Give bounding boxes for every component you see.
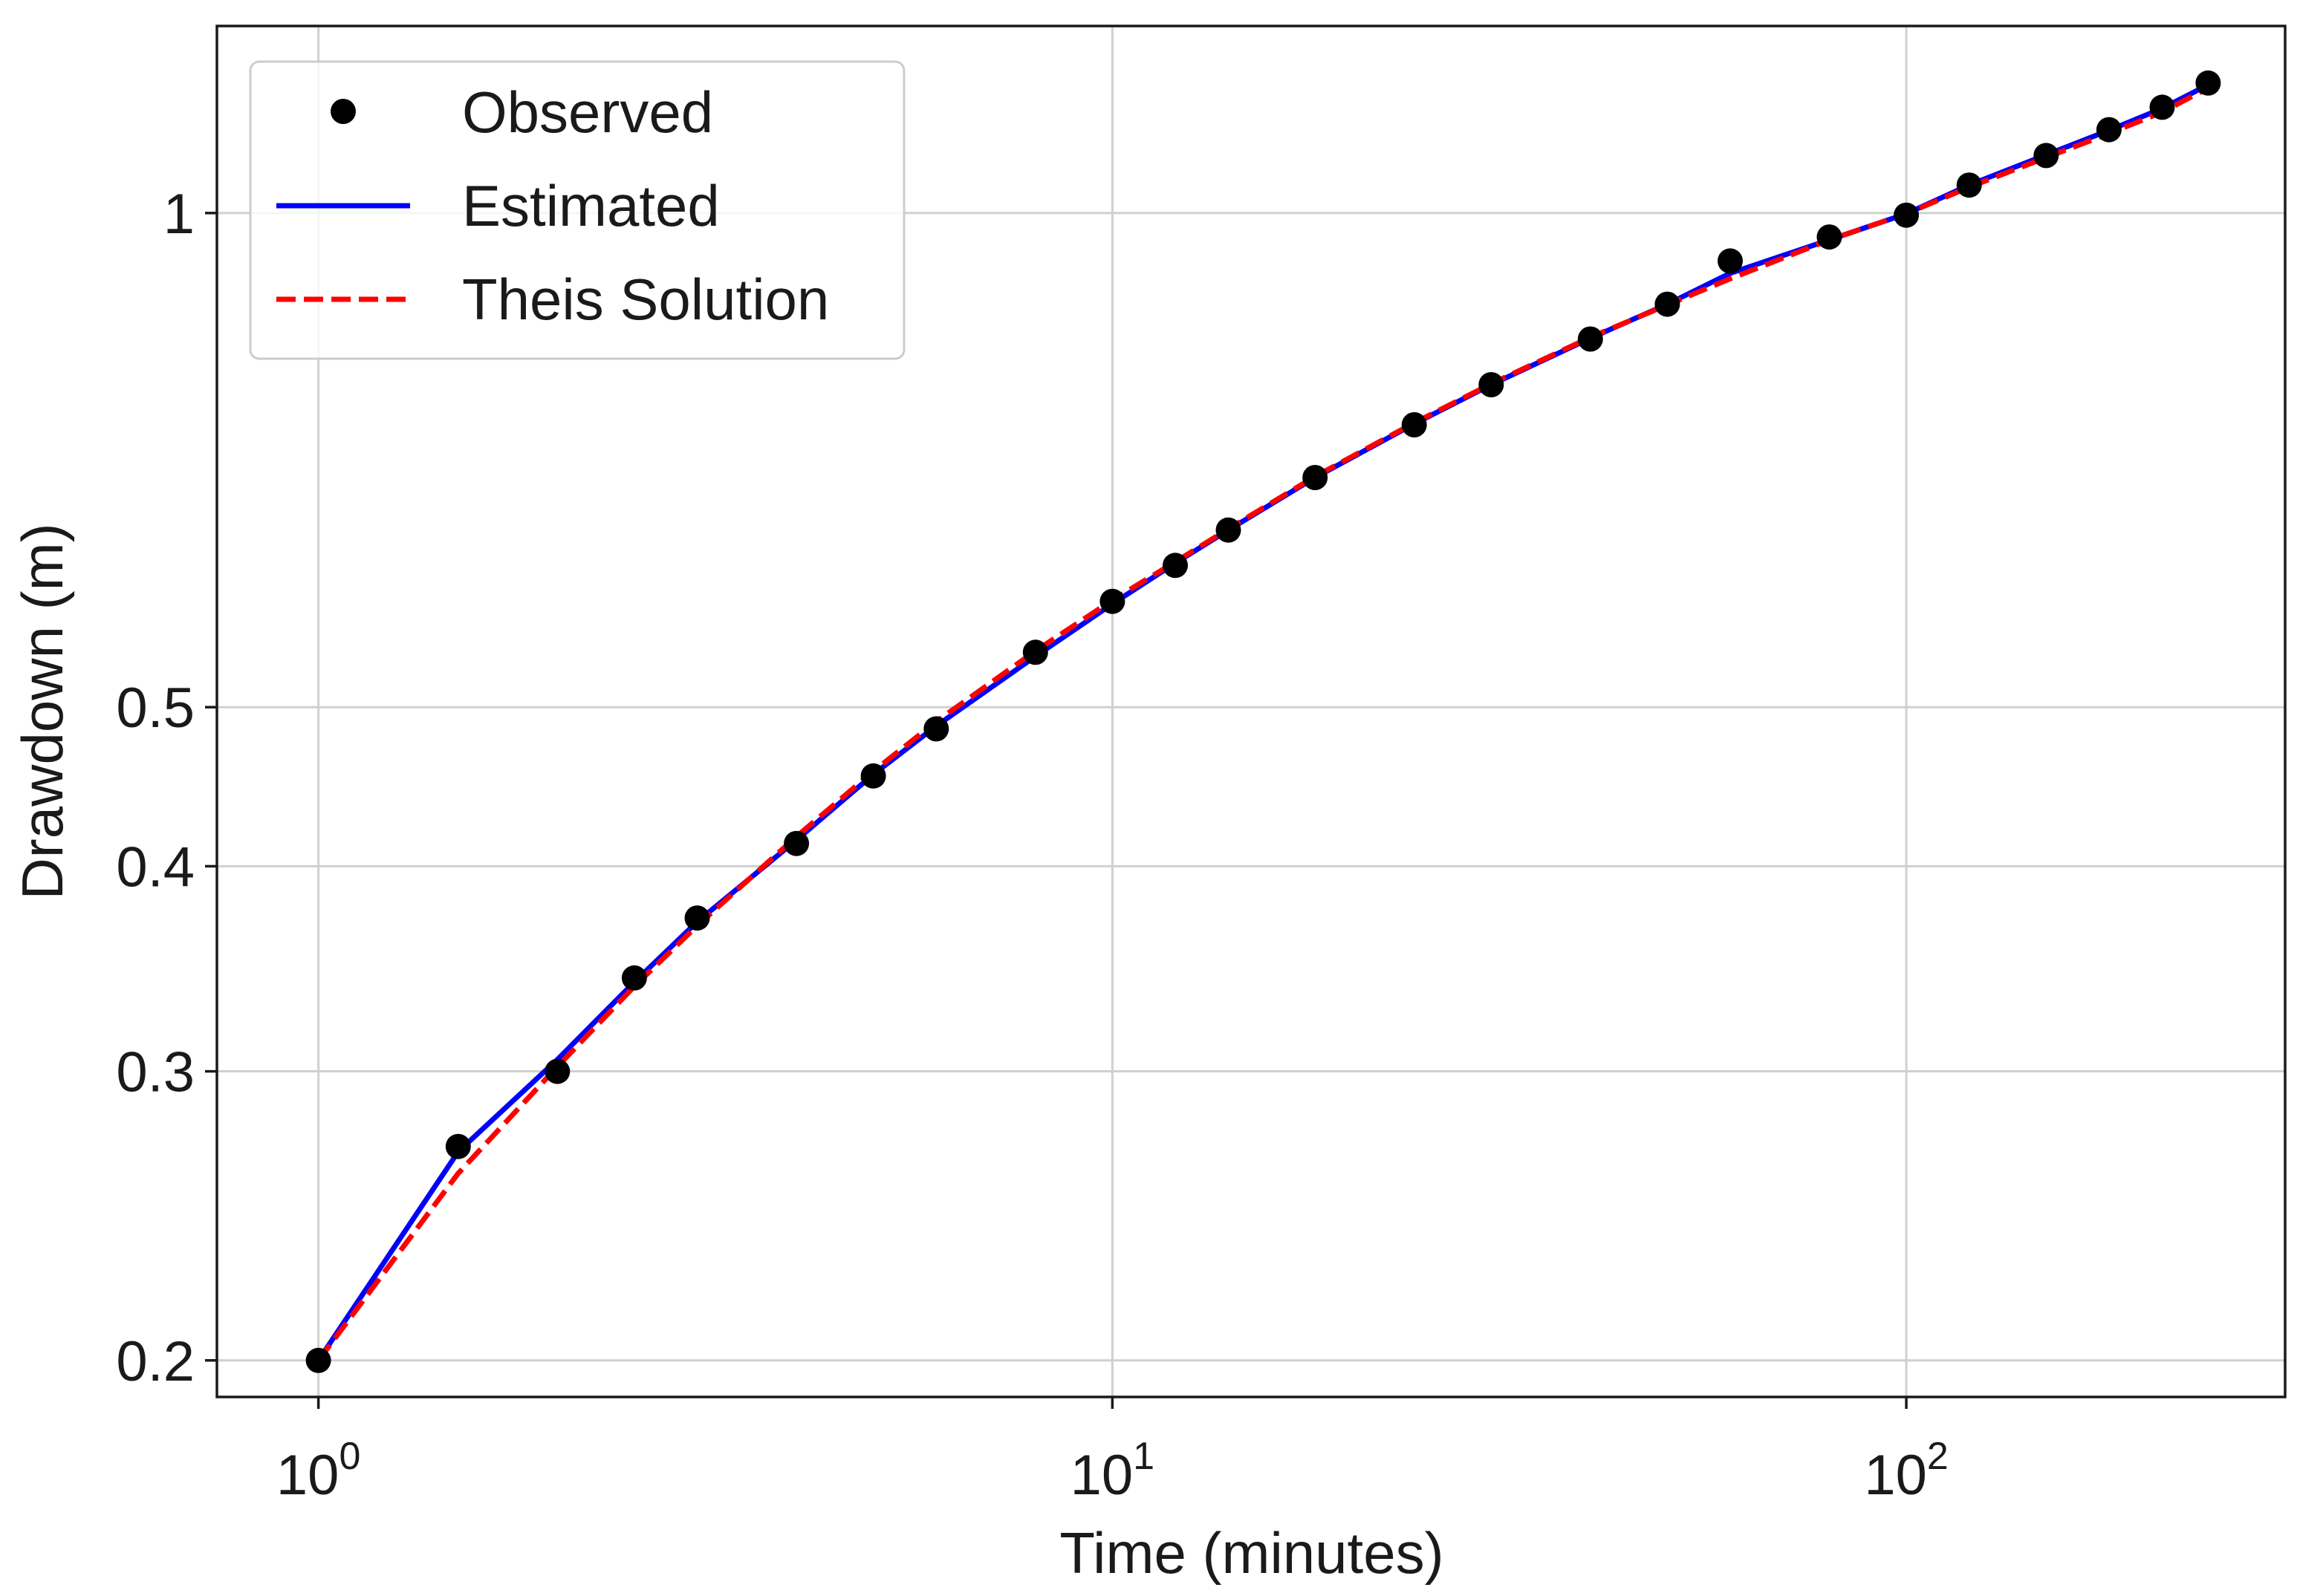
plot-area-frame [215,25,2287,1398]
x-tick-label: 102 [1864,1435,1948,1507]
observed-point [860,763,886,789]
observed-point [2033,143,2059,169]
observed-point [1215,517,1241,543]
y-tick-label: 0.3 [116,1041,195,1104]
y-tick-label: 0.4 [116,836,195,899]
y-axis-label: Drawdown (m) [10,523,75,899]
x-tick-label-base: 10 [1864,1444,1927,1507]
observed-point [1718,248,1743,274]
observed-point [1099,588,1125,614]
observed-point [621,965,647,991]
observed-point [2149,94,2175,120]
x-tick-label: 101 [1070,1435,1154,1507]
legend-box [249,60,906,360]
x-tick-label-exponent: 2 [1927,1435,1949,1478]
x-tick-label-exponent: 1 [1133,1435,1154,1478]
observed-point [1478,372,1504,397]
observed-point [784,830,810,856]
legend-marker-observed [331,99,356,124]
series-layer [305,70,2221,1373]
y-tick-label: 0.2 [116,1330,195,1393]
observed-point [923,716,949,742]
x-tick-label-exponent: 0 [339,1435,360,1478]
observed-point [1654,291,1680,317]
observed-point [1956,172,1982,198]
observed-point [1022,639,1048,665]
x-tick-label-base: 10 [1070,1444,1134,1507]
x-axis-label: Time (minutes) [1059,1520,1443,1586]
observed-point [445,1133,471,1159]
observed-point [2096,117,2122,143]
legend-label-observed: Observed [462,79,713,145]
y-tick-label: 1 [163,183,195,246]
legend: Observed Estimated Theis Solution [249,60,906,360]
observed-point [545,1058,571,1084]
observed-point [1577,326,1603,352]
observed-point [1894,202,1920,228]
observed-point [2195,70,2221,96]
observed-point [1302,465,1328,490]
observed-point [684,905,710,931]
x-tick-label: 100 [276,1435,360,1507]
axis-ticks [205,212,1908,1409]
legend-label-estimated: Estimated [462,173,720,238]
legend-label-theis-solution: Theis Solution [462,267,829,332]
observed-point [1816,224,1842,250]
observed-point [305,1347,331,1373]
x-tick-label-base: 10 [276,1444,339,1507]
y-tick-label: 0.5 [116,677,195,740]
observed-point [1401,412,1427,437]
observed-point [1163,553,1188,579]
